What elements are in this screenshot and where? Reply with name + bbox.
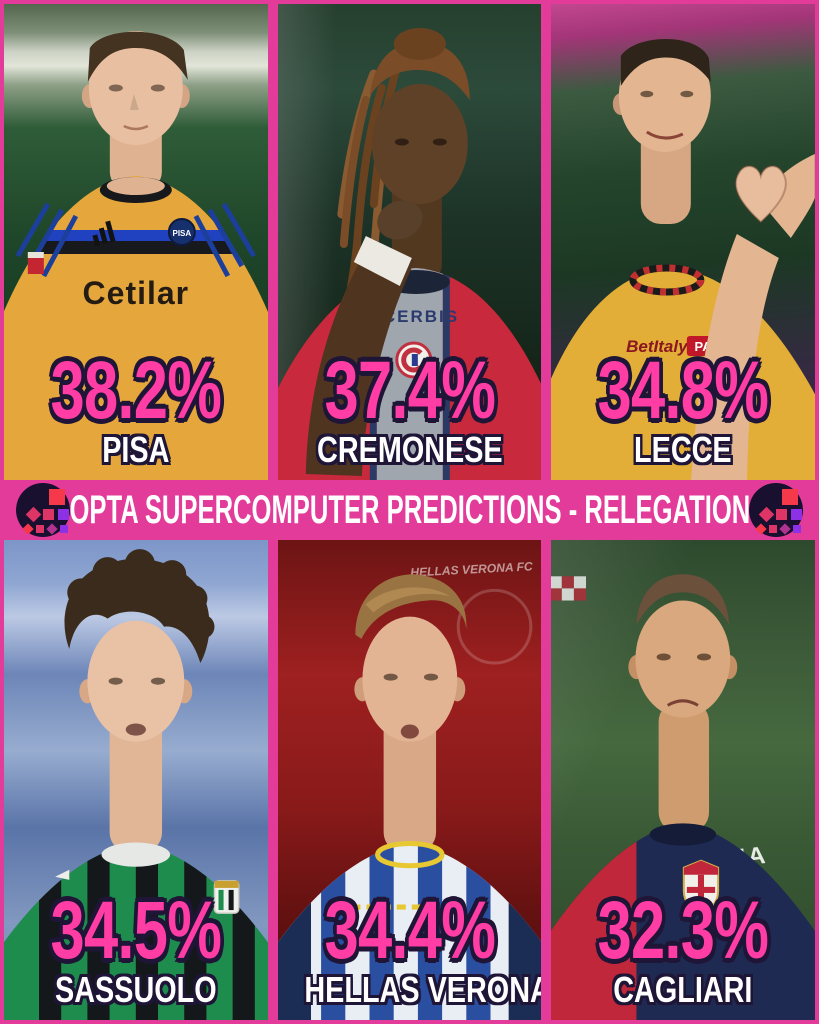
- team-name: LECCE: [634, 429, 732, 470]
- player-torso: PISA Cetilar: [4, 176, 268, 480]
- opta-logo: [16, 483, 70, 537]
- probability-value: 34.4%: [324, 884, 495, 976]
- shoulder-stripes-right: [193, 202, 256, 278]
- hair: [64, 549, 215, 664]
- cremonese-crest: [394, 341, 432, 379]
- svg-text:PISA: PISA: [172, 229, 191, 238]
- heart-shape: [735, 165, 788, 224]
- player-head: [369, 28, 470, 204]
- probability-value: 38.2%: [50, 344, 222, 436]
- team-name: HELLAS VERONA: [304, 969, 542, 1010]
- card-hellas-verona: HELLAS VERONA FC: [277, 540, 542, 1020]
- opta-logo: [748, 483, 803, 537]
- probability-value: 34.5%: [50, 884, 222, 976]
- cremonese-labels: 37.4% CREMONESE: [278, 344, 542, 470]
- player-neck: [109, 711, 163, 853]
- backdrop-signage: HELLAS VERONA FC: [410, 559, 533, 665]
- player-neck: [383, 711, 436, 853]
- player-head: [613, 39, 712, 152]
- probability-value: 37.4%: [324, 344, 495, 436]
- pisa-player-illustration: PISA Cetilar: [4, 31, 268, 480]
- puma-logo: [55, 869, 70, 880]
- hair: [355, 574, 467, 639]
- cremonese-player-illustration: ACERBIS: [277, 28, 542, 480]
- backdrop-flag: [551, 576, 587, 601]
- cagliari-crest: [683, 859, 720, 915]
- player-torso: [4, 842, 268, 1020]
- team-name: SASSUOLO: [55, 969, 217, 1010]
- pisa-crest: PISA: [167, 218, 196, 246]
- raised-arm: [305, 200, 423, 476]
- team-name: CAGLIARI: [613, 969, 753, 1010]
- card-sassuolo: 34.5% SASSUOLO: [4, 540, 268, 1020]
- collar: [374, 841, 445, 869]
- card-pisa: PISA Cetilar 38.2% PISA: [4, 4, 268, 480]
- lecce-player-illustration: BetItaly PAY: [551, 39, 815, 480]
- sassuolo-labels: 34.5% SASSUOLO: [4, 884, 268, 1010]
- wristband: [353, 236, 412, 286]
- jersey-sponsor-text: BetItaly: [626, 337, 689, 356]
- player-head: [81, 31, 190, 145]
- collar: [649, 823, 717, 846]
- player-neck: [658, 701, 710, 833]
- hair: [87, 31, 188, 83]
- svg-text:HELLAS VERONA FC: HELLAS VERONA FC: [410, 559, 533, 579]
- team-name: PISA: [102, 429, 170, 470]
- probability-value: 34.8%: [597, 344, 769, 436]
- collar: [101, 842, 171, 867]
- pisa-labels: 38.2% PISA: [4, 344, 268, 470]
- player-head: [628, 574, 738, 718]
- sassuolo-player-illustration: [4, 549, 268, 1020]
- card-cremonese: ACERBIS: [277, 4, 542, 480]
- hair: [636, 574, 730, 625]
- card-lecce: BetItaly PAY 34.8% LECC: [551, 4, 815, 480]
- banner: OPTA SUPERCOMPUTER PREDICTIONS - RELEGAT…: [4, 480, 815, 540]
- hellas-player-illustration: HELLAS VERONA FC: [277, 559, 542, 1020]
- lecce-labels: 34.8% LECCE: [551, 344, 815, 470]
- banner-title: OPTA SUPERCOMPUTER PREDICTIONS - RELEGAT…: [69, 487, 750, 532]
- adidas-logo: [92, 220, 116, 247]
- cagliari-player-illustration: SARDEGNA: [551, 574, 815, 1020]
- cagliari-labels: 32.3% CAGLIARI: [551, 884, 815, 1010]
- player-head: [64, 549, 215, 742]
- probability-value: 32.3%: [597, 884, 769, 976]
- hellas-labels: 34.4% HELLAS VERONA: [278, 884, 542, 1010]
- player-head: [354, 574, 467, 742]
- jersey-sponsor-text: Cetilar: [83, 275, 190, 311]
- hair: [621, 39, 712, 86]
- sassuolo-crest: [213, 880, 240, 914]
- heart-hands: [691, 154, 815, 480]
- team-name: CREMONESE: [316, 429, 503, 470]
- hand: [376, 200, 423, 240]
- card-cagliari: SARDEGNA: [551, 540, 815, 1020]
